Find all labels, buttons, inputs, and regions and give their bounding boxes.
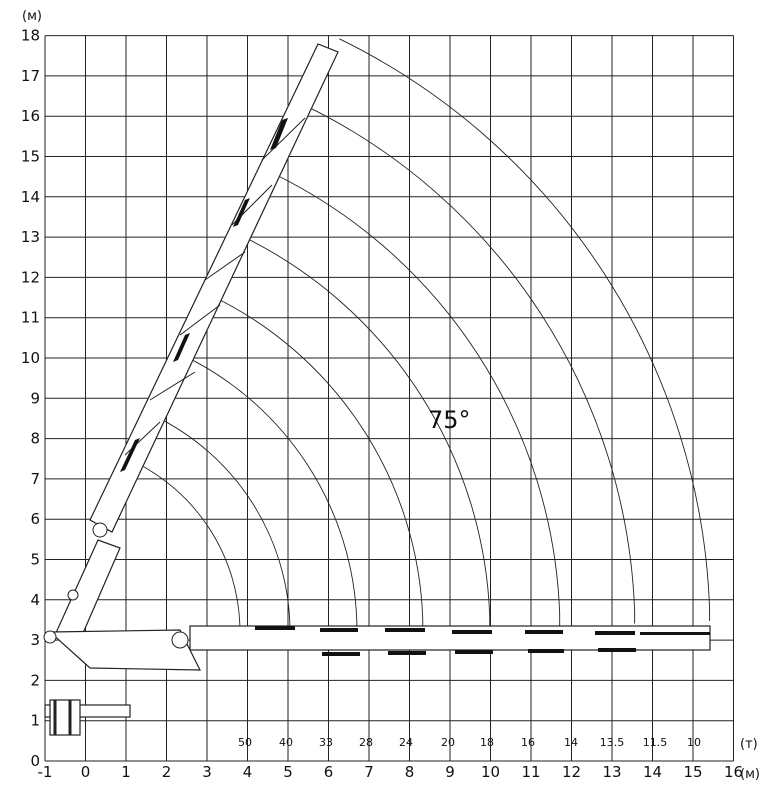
x-tick-label: 1 (121, 763, 131, 781)
reach-arc (339, 38, 711, 621)
y-tick-label: 14 (21, 188, 40, 206)
reach-arc (242, 236, 491, 629)
y-tick-label: 1 (30, 712, 40, 730)
y-tick-label: 17 (21, 67, 40, 85)
y-tick-label: 0 (30, 752, 40, 770)
y-tick-label: 6 (30, 510, 40, 528)
inclined-boom (54, 43, 339, 641)
y-tick-label: 15 (21, 148, 40, 166)
y-tick-label: 16 (21, 107, 40, 125)
load-label: 28 (359, 736, 373, 749)
y-tick-label: 10 (21, 349, 40, 367)
x-tick-label: 12 (562, 763, 581, 781)
load-label: 11.5 (643, 736, 668, 749)
y-tick-label: 18 (21, 27, 40, 45)
y-axis-unit: (м) (22, 9, 42, 24)
load-label: 13.5 (600, 736, 625, 749)
y-tick-label: 13 (21, 228, 40, 246)
x-tick-label: 0 (81, 763, 91, 781)
labels: -1 0 1 2 3 4 5 6 7 8 9 10 11 12 13 14 15 1601234567891011… (21, 9, 760, 782)
angle-label: 75° (428, 406, 471, 434)
reach-arc (155, 415, 291, 636)
reach-arc (306, 105, 636, 624)
reach-arc (184, 355, 358, 634)
load-label: 16 (521, 736, 535, 749)
y-tick-label: 7 (30, 470, 40, 488)
horizontal-boom (43, 625, 711, 736)
x-tick-label: 9 (445, 763, 455, 781)
x-tick-label: -1 (38, 763, 53, 781)
x-tick-label: 10 (481, 763, 500, 781)
x-tick-label: 8 (405, 763, 415, 781)
reach-arc (213, 296, 424, 631)
y-tick-label: 8 (30, 430, 40, 448)
x-axis-unit: (м) (740, 767, 760, 782)
load-label: 18 (480, 736, 494, 749)
load-label: 33 (319, 736, 333, 749)
x-tick-label: 4 (243, 763, 253, 781)
load-label: 14 (564, 736, 578, 749)
reach-arc (273, 173, 561, 627)
load-label: 50 (238, 736, 252, 749)
y-tick-label: 12 (21, 268, 40, 286)
x-tick-label: 5 (283, 763, 293, 781)
x-tick-label: 3 (202, 763, 212, 781)
x-tick-label: 14 (643, 763, 662, 781)
load-label: 10 (687, 736, 701, 749)
x-tick-label: 13 (602, 763, 621, 781)
x-tick-label: 15 (683, 763, 702, 781)
reach-arcs (133, 38, 711, 638)
x-tick-label: 2 (162, 763, 172, 781)
x-tick-label: 7 (364, 763, 374, 781)
load-label: 20 (441, 736, 455, 749)
y-tick-label: 9 (30, 389, 40, 407)
y-tick-label: 2 (30, 671, 40, 689)
reach-arc (133, 460, 241, 638)
x-tick-label: 11 (521, 763, 540, 781)
y-tick-label: 4 (30, 591, 40, 609)
load-label: 40 (279, 736, 293, 749)
x-tick-label: 6 (324, 763, 334, 781)
load-label: 24 (399, 736, 413, 749)
y-tick-label: 3 (30, 631, 40, 649)
y-tick-label: 5 (30, 551, 40, 569)
load-unit: (т) (740, 737, 758, 752)
y-tick-label: 11 (21, 309, 40, 327)
x-tick-label: 16 (724, 763, 743, 781)
